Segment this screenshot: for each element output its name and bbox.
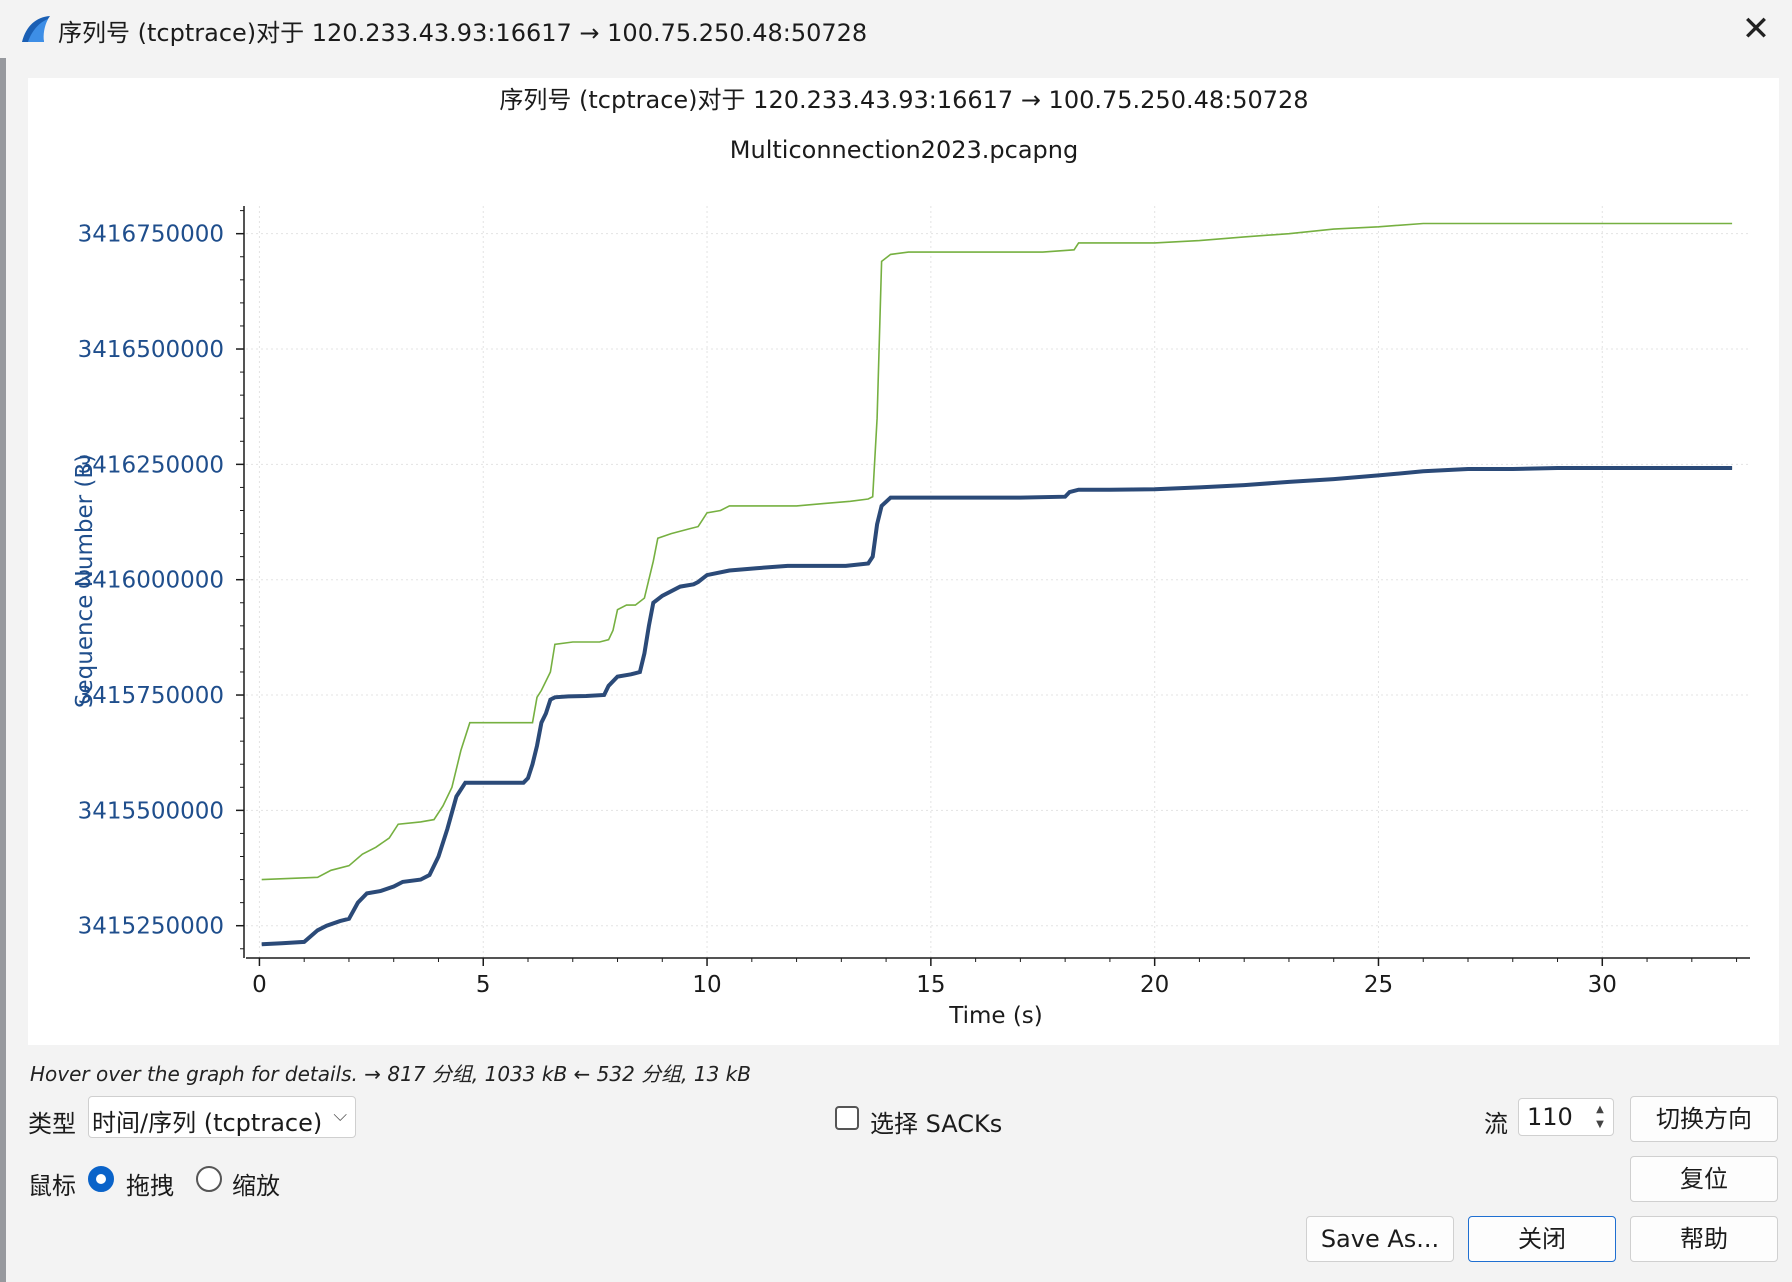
chart-subtitle: Multiconnection2023.pcapng bbox=[730, 136, 1078, 164]
spin-down-icon[interactable]: ▼ bbox=[1596, 1119, 1604, 1130]
series-layer bbox=[261, 222, 1733, 947]
graph-type-value: 时间/序列 (tcptrace) bbox=[92, 1109, 323, 1137]
background-window-strip bbox=[0, 0, 6, 1282]
x-tick-label: 10 bbox=[692, 972, 721, 998]
wireshark-fin-icon bbox=[22, 16, 50, 42]
x-tick-label: 0 bbox=[252, 972, 267, 998]
window-title: 序列号 (tcptrace)对于 120.233.43.93:16617 → 1… bbox=[58, 19, 868, 47]
select-sacks-label[interactable]: 选择 SACKs bbox=[870, 1110, 1003, 1138]
zoom-label[interactable]: 缩放 bbox=[232, 1172, 280, 1200]
receive-window-line bbox=[261, 222, 1733, 881]
close-button[interactable]: 关闭 bbox=[1468, 1216, 1616, 1262]
stream-label: 流 bbox=[1484, 1110, 1508, 1138]
zoom-radio[interactable] bbox=[196, 1166, 222, 1192]
x-axis-ticks: 0 5 10 15 20 25 30 bbox=[252, 958, 1738, 998]
stream-value[interactable]: 110 bbox=[1527, 1103, 1573, 1131]
spin-up-icon[interactable]: ▲ bbox=[1596, 1104, 1604, 1115]
reset-button[interactable]: 复位 bbox=[1630, 1156, 1778, 1202]
hover-hint: Hover over the graph for details. → 817 … bbox=[30, 1062, 751, 1086]
drag-radio[interactable] bbox=[88, 1166, 114, 1192]
x-tick-label: 30 bbox=[1588, 972, 1617, 998]
select-sacks-checkbox[interactable] bbox=[835, 1106, 859, 1130]
chart-title: 序列号 (tcptrace)对于 120.233.43.93:16617 → 1… bbox=[499, 86, 1308, 114]
title-bar: 序列号 (tcptrace)对于 120.233.43.93:16617 → 1… bbox=[0, 0, 1792, 58]
close-window-icon[interactable]: ✕ bbox=[1741, 9, 1771, 49]
y-axis-ticks: 3415250000 3415500000 3415750000 3416000000… bbox=[78, 210, 244, 950]
y-tick-label: 3415250000 bbox=[78, 914, 224, 940]
mouse-label: 鼠标 bbox=[28, 1172, 76, 1200]
axes bbox=[243, 206, 1750, 959]
x-axis-label: Time (s) bbox=[948, 1003, 1043, 1029]
y-tick-label: 3415750000 bbox=[78, 683, 224, 709]
tcptrace-chart[interactable]: 序列号 (tcptrace)对于 120.233.43.93:16617 → 1… bbox=[28, 78, 1779, 1045]
save-as-button[interactable]: Save As... bbox=[1306, 1216, 1454, 1262]
stream-spinbox[interactable]: 110 ▲ ▼ bbox=[1518, 1098, 1614, 1136]
help-button[interactable]: 帮助 bbox=[1630, 1216, 1778, 1262]
x-tick-label: 15 bbox=[916, 972, 945, 998]
x-tick-label: 20 bbox=[1140, 972, 1169, 998]
switch-direction-button[interactable]: 切换方向 bbox=[1630, 1096, 1778, 1142]
segments-line bbox=[261, 466, 1733, 947]
y-tick-label: 3416500000 bbox=[78, 337, 224, 363]
grid-lines bbox=[246, 206, 1750, 958]
y-tick-label: 3415500000 bbox=[78, 798, 224, 824]
y-axis-label: Sequence Number (B) bbox=[72, 454, 98, 708]
y-tick-label: 3416750000 bbox=[78, 222, 224, 248]
y-tick-label: 3416000000 bbox=[78, 568, 224, 594]
graph-area[interactable]: 序列号 (tcptrace)对于 120.233.43.93:16617 → 1… bbox=[28, 78, 1779, 1045]
chevron-down-icon: ⌵ bbox=[333, 1105, 347, 1126]
ack-line bbox=[261, 467, 1733, 945]
y-tick-label: 3416250000 bbox=[78, 452, 224, 478]
x-tick-label: 5 bbox=[476, 972, 491, 998]
x-tick-label: 25 bbox=[1364, 972, 1393, 998]
type-label: 类型 bbox=[28, 1110, 76, 1138]
graph-type-select[interactable]: 时间/序列 (tcptrace) ⌵ bbox=[88, 1096, 356, 1138]
drag-label[interactable]: 拖拽 bbox=[126, 1172, 174, 1200]
